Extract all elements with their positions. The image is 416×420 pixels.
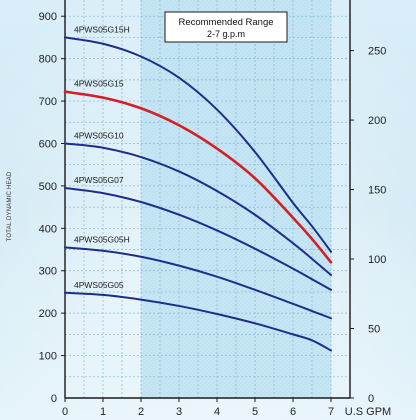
series-label: 4PWS05G15H <box>74 24 130 34</box>
y-left-tick-label: 500 <box>39 181 57 193</box>
series-label: 4PWS05G15 <box>74 79 124 89</box>
series-line <box>64 187 332 291</box>
recommended-range-box <box>164 11 288 43</box>
y-left-tick-label: 200 <box>39 308 57 320</box>
y-axis-title: TOTAL DYNAMIC HEAD <box>7 171 13 241</box>
series-line <box>64 246 332 320</box>
x-tick-label: 0 <box>62 406 68 418</box>
y-right-tick-label: 50 <box>368 324 380 336</box>
x-tick-label: 3 <box>176 406 182 418</box>
x-tick-label: 6 <box>290 406 296 418</box>
series-line <box>64 36 332 253</box>
y-left-tick-label: 800 <box>39 54 57 66</box>
y-right-zero-label: 0 <box>368 393 374 405</box>
recommended-range-subtitle: 2-7 g.p.m <box>207 29 245 39</box>
series-label: 4PWS05G10 <box>74 130 124 140</box>
x-tick-label: 1 <box>100 406 106 418</box>
y-right-tick-label: 200 <box>368 115 386 127</box>
y-right-tick-label: 100 <box>368 254 386 266</box>
x-tick-label: 4 <box>214 406 220 418</box>
x-tick-label: 5 <box>252 406 258 418</box>
recommended-range-band <box>141 0 331 398</box>
series-label: 4PWS05G07 <box>74 175 124 185</box>
series-line <box>64 142 332 276</box>
y-left-zero-label: 0 <box>51 393 57 405</box>
series-label: 4PWS05G05H <box>74 234 130 244</box>
y-left-tick-label: 400 <box>39 223 57 235</box>
series-line <box>63 90 333 264</box>
y-right-tick-label: 250 <box>368 46 386 58</box>
x-unit-label: U.S GPM <box>345 406 391 418</box>
y-right-tick-label: 150 <box>368 185 386 197</box>
x-tick-label: 7 <box>328 406 334 418</box>
series-label: 4PWS05G05 <box>74 280 124 290</box>
series-line <box>64 291 332 352</box>
y-left-tick-label: 100 <box>39 351 57 363</box>
recommended-range-title: Recommended Range <box>178 17 273 28</box>
y-left-tick-label: 600 <box>39 138 57 150</box>
y-left-tick-label: 900 <box>39 11 57 23</box>
y-left-tick-label: 300 <box>39 266 57 278</box>
x-tick-label: 2 <box>138 406 144 418</box>
y-left-tick-label: 700 <box>39 96 57 108</box>
